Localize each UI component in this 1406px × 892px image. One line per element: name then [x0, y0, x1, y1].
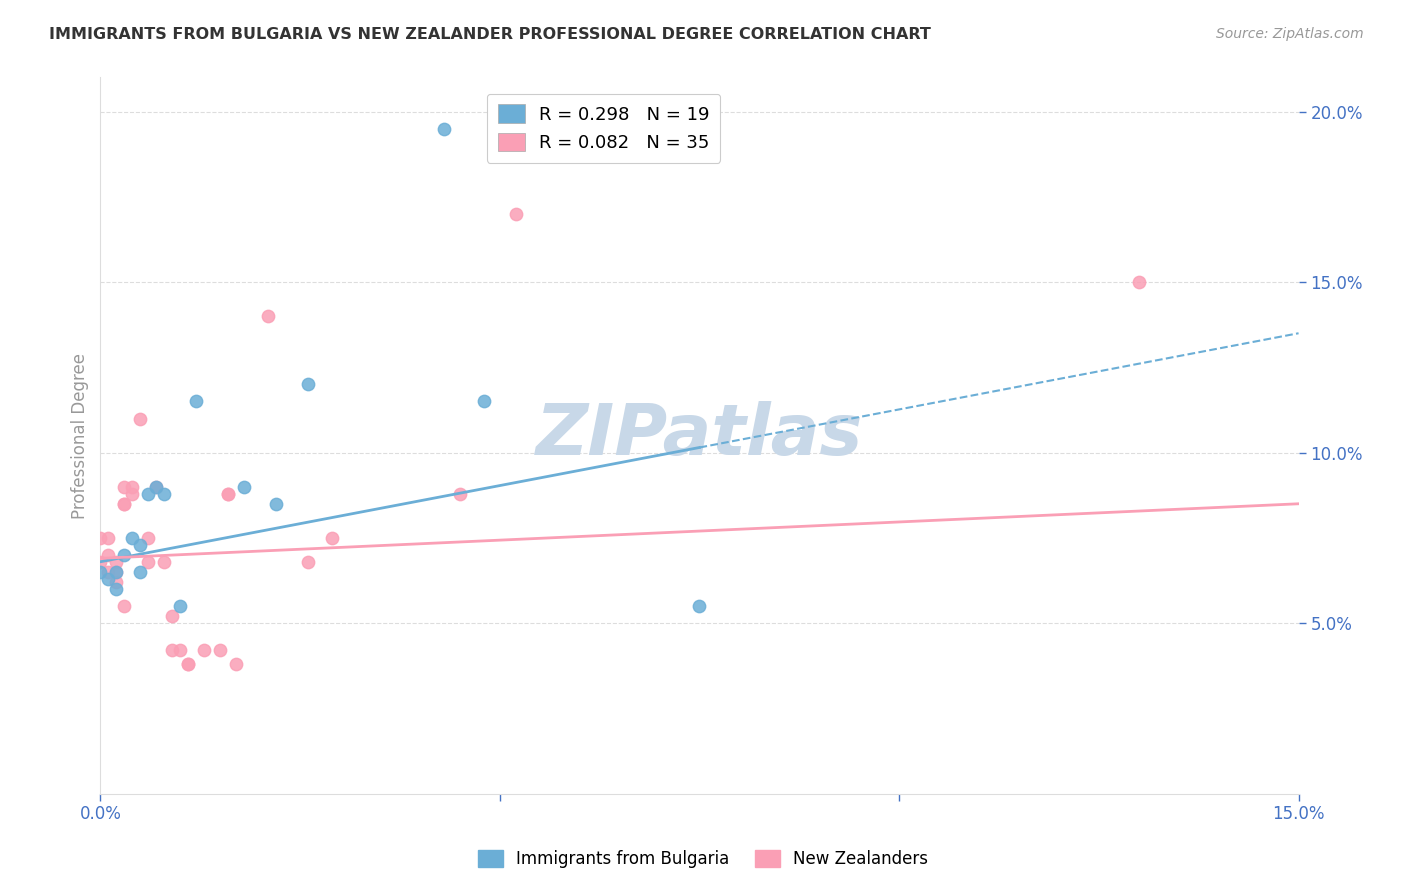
Point — [145, 480, 167, 494]
Point — [89, 565, 111, 579]
Point — [177, 657, 200, 671]
Point — [112, 497, 135, 511]
Point — [297, 555, 319, 569]
Point — [225, 657, 247, 671]
Point — [105, 575, 128, 590]
Point — [145, 480, 167, 494]
Point — [153, 555, 176, 569]
Point — [153, 486, 176, 500]
Point — [193, 643, 215, 657]
Point — [105, 565, 128, 579]
Point — [177, 657, 200, 671]
Point — [169, 599, 191, 613]
Point — [105, 555, 128, 569]
Text: ZIPatlas: ZIPatlas — [536, 401, 863, 470]
Point — [162, 609, 184, 624]
Point — [297, 377, 319, 392]
Point — [121, 531, 143, 545]
Point — [97, 548, 120, 562]
Point — [472, 394, 495, 409]
Point — [217, 486, 239, 500]
Point — [121, 480, 143, 494]
Point — [112, 497, 135, 511]
Point — [105, 582, 128, 596]
Point — [129, 565, 152, 579]
Y-axis label: Professional Degree: Professional Degree — [72, 352, 89, 518]
Point — [136, 555, 159, 569]
Point — [112, 480, 135, 494]
Point — [162, 643, 184, 657]
Point — [257, 309, 280, 323]
Point — [129, 411, 152, 425]
Point — [136, 531, 159, 545]
Point — [688, 599, 710, 613]
Point — [233, 480, 256, 494]
Point — [1128, 275, 1150, 289]
Legend: R = 0.298   N = 19, R = 0.082   N = 35: R = 0.298 N = 19, R = 0.082 N = 35 — [486, 94, 720, 163]
Point — [449, 486, 471, 500]
Point — [433, 121, 456, 136]
Point — [112, 599, 135, 613]
Legend: Immigrants from Bulgaria, New Zealanders: Immigrants from Bulgaria, New Zealanders — [471, 843, 935, 875]
Point — [112, 548, 135, 562]
Point — [321, 531, 343, 545]
Text: IMMIGRANTS FROM BULGARIA VS NEW ZEALANDER PROFESSIONAL DEGREE CORRELATION CHART: IMMIGRANTS FROM BULGARIA VS NEW ZEALANDE… — [49, 27, 931, 42]
Point — [169, 643, 191, 657]
Point — [89, 555, 111, 569]
Text: Source: ZipAtlas.com: Source: ZipAtlas.com — [1216, 27, 1364, 41]
Point — [129, 538, 152, 552]
Point — [186, 394, 208, 409]
Point — [505, 207, 527, 221]
Point — [209, 643, 232, 657]
Point — [264, 497, 287, 511]
Point — [89, 531, 111, 545]
Point — [97, 565, 120, 579]
Point — [97, 572, 120, 586]
Point — [217, 486, 239, 500]
Point — [105, 565, 128, 579]
Point — [121, 486, 143, 500]
Point — [97, 531, 120, 545]
Point — [136, 486, 159, 500]
